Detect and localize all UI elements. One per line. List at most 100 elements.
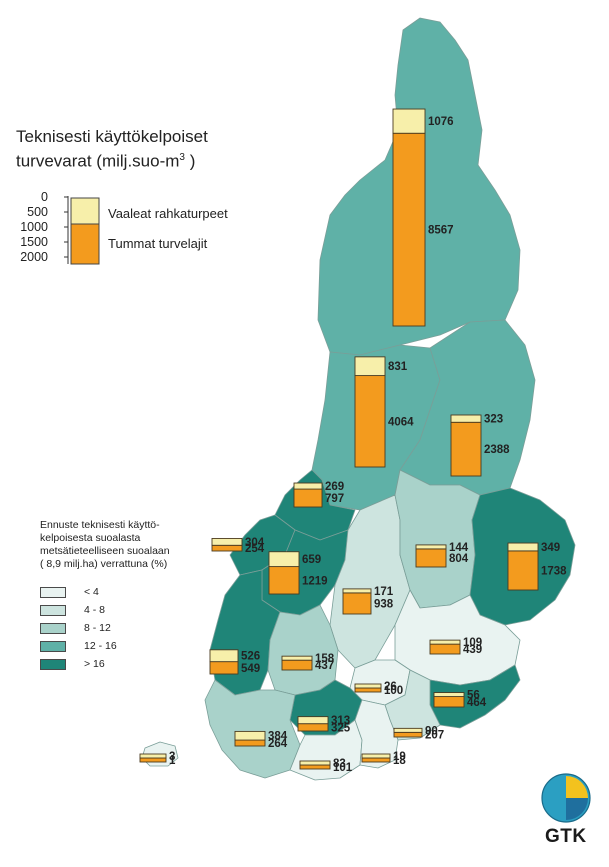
value-light: 56 bbox=[467, 690, 480, 702]
bar-dark-segment bbox=[429, 643, 461, 655]
value-light: 26 bbox=[384, 681, 397, 693]
bar-light-segment bbox=[354, 356, 386, 377]
bar-dark-segment bbox=[393, 731, 423, 738]
value-dark: 207 bbox=[425, 730, 444, 742]
scale-tick-500: 500 bbox=[27, 205, 48, 219]
bar-light-segment bbox=[209, 649, 239, 663]
value-dark: 1 bbox=[169, 755, 176, 767]
bar-dark-segment bbox=[433, 696, 465, 708]
value-light: 526 bbox=[241, 651, 260, 663]
forecast-legend-title: Ennuste teknisesti käyttö- kelpoisesta s… bbox=[40, 519, 170, 570]
value-dark: 439 bbox=[463, 644, 482, 656]
scale-tick-2000: 2000 bbox=[20, 250, 48, 264]
bar-light-segment bbox=[299, 760, 331, 766]
bar-north-karelia: 349 1738 bbox=[507, 542, 567, 591]
bar-dark-segment bbox=[342, 592, 372, 615]
title-line-2: turvevarat (milj.suo-m3 ) bbox=[16, 151, 196, 171]
gtk-logo-icon bbox=[541, 773, 591, 823]
value-light: 90 bbox=[425, 725, 438, 737]
value-dark: 437 bbox=[315, 660, 334, 672]
bar-oulu-west: 831 4064 bbox=[354, 356, 414, 468]
value-light: 831 bbox=[388, 361, 408, 373]
bar-light-segment bbox=[433, 692, 465, 698]
bar-light-segment bbox=[293, 482, 323, 490]
value-dark: 8567 bbox=[428, 225, 454, 237]
value-light: 304 bbox=[245, 537, 265, 549]
bar-dark-segment bbox=[354, 375, 386, 468]
value-light: 349 bbox=[541, 542, 560, 554]
value-dark: 804 bbox=[449, 553, 469, 565]
region-southwest-finland bbox=[204, 679, 301, 779]
value-light: 3 bbox=[169, 751, 175, 763]
scale-tick-0: 0 bbox=[41, 190, 48, 204]
title-line-1: Teknisesti käyttökelpoiset bbox=[16, 127, 208, 146]
value-light: 158 bbox=[315, 653, 335, 665]
value-light: 659 bbox=[302, 554, 321, 566]
bar-light-segment bbox=[342, 588, 372, 594]
value-dark: 100 bbox=[384, 685, 403, 697]
swatch-dark bbox=[70, 223, 100, 265]
value-dark: 264 bbox=[268, 738, 288, 750]
value-dark: 1738 bbox=[541, 565, 567, 577]
dark-peat-label: Tummat turvelajit bbox=[108, 236, 208, 251]
value-dark: 464 bbox=[467, 697, 487, 709]
bar-dark-segment bbox=[297, 723, 329, 732]
bar-light-segment bbox=[507, 542, 539, 552]
bar-light-segment bbox=[393, 727, 423, 733]
bar--land: 31 bbox=[139, 751, 176, 767]
value-dark: 254 bbox=[245, 543, 265, 555]
value-dark: 1219 bbox=[302, 575, 328, 587]
value-dark: 549 bbox=[241, 663, 260, 675]
scale-tick-1500: 1500 bbox=[20, 235, 48, 249]
gtk-logo-text: GTK bbox=[545, 826, 587, 847]
bar-light-segment bbox=[354, 683, 382, 689]
bar-dark-segment bbox=[268, 566, 300, 595]
bar-lapland: 1076 8567 bbox=[392, 108, 454, 327]
bar-dark-segment bbox=[234, 739, 266, 747]
value-light: 1076 bbox=[428, 116, 454, 128]
bar-light-segment bbox=[234, 730, 266, 741]
value-light: 83 bbox=[333, 758, 346, 770]
bar-dark-segment bbox=[293, 488, 323, 508]
bar-dark-segment bbox=[354, 687, 382, 693]
bar-dark-segment bbox=[299, 764, 331, 770]
bar-light-segment bbox=[268, 551, 300, 568]
value-light: 171 bbox=[374, 586, 394, 598]
scale-tick-1000: 1000 bbox=[20, 220, 48, 234]
swatch-light bbox=[70, 197, 100, 225]
bar-light-segment bbox=[361, 753, 391, 759]
value-dark: 2388 bbox=[484, 444, 510, 456]
value-light: 313 bbox=[331, 715, 350, 727]
scale-swatches bbox=[64, 196, 100, 265]
value-dark: 325 bbox=[331, 722, 351, 734]
bar-light-segment bbox=[297, 716, 329, 725]
bar-dark-segment bbox=[415, 548, 447, 568]
value-dark: 797 bbox=[325, 493, 344, 505]
value-light: 109 bbox=[463, 637, 482, 649]
light-peat-label: Vaaleat rahkaturpeet bbox=[108, 206, 228, 221]
bar-light-segment bbox=[392, 108, 426, 134]
bar-light-segment bbox=[139, 753, 167, 759]
bar-light-segment bbox=[211, 537, 243, 546]
bar-light-segment bbox=[429, 639, 461, 645]
value-light: 144 bbox=[449, 542, 469, 554]
value-light: 323 bbox=[484, 414, 503, 426]
bar-dark-segment bbox=[281, 659, 313, 671]
bar-light-segment bbox=[281, 655, 313, 661]
value-dark: 101 bbox=[333, 762, 353, 774]
bar-dark-segment bbox=[507, 550, 539, 591]
